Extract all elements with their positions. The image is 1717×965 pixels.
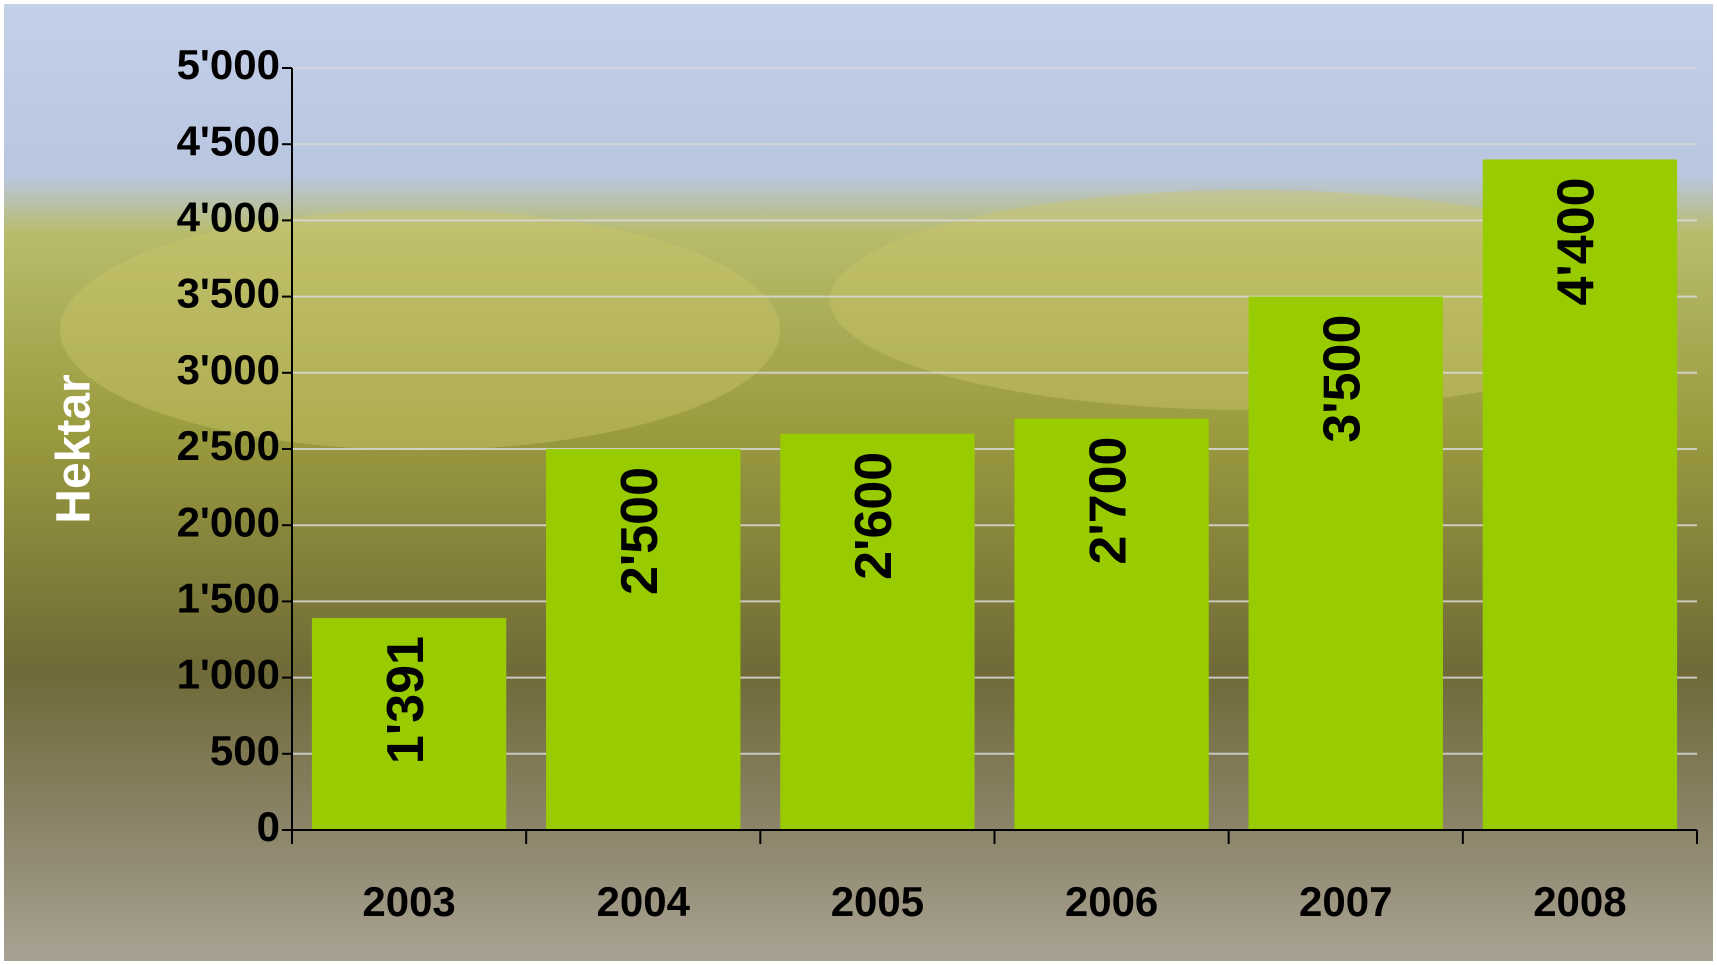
bar bbox=[1014, 418, 1209, 830]
x-tick-label: 2004 bbox=[597, 878, 691, 925]
x-tick-label: 2007 bbox=[1299, 878, 1392, 925]
bar bbox=[780, 433, 975, 830]
value-label: 1'391 bbox=[377, 636, 435, 764]
y-tick-label: 0 bbox=[257, 803, 280, 850]
value-label: 2'500 bbox=[611, 467, 669, 595]
bar bbox=[546, 449, 741, 830]
foliage bbox=[60, 210, 780, 450]
value-label: 3'500 bbox=[1313, 315, 1371, 443]
y-tick-label: 4'000 bbox=[177, 193, 280, 240]
x-tick-label: 2005 bbox=[831, 878, 924, 925]
value-label: 2'600 bbox=[845, 452, 903, 580]
bars: 1'391 2'500 2'600 2'700 3'500 4'400 bbox=[311, 159, 1678, 831]
y-tick-label: 3'000 bbox=[177, 346, 280, 393]
bar bbox=[311, 618, 507, 830]
y-tick-label: 3'500 bbox=[177, 270, 280, 317]
x-tick-label: 2008 bbox=[1533, 878, 1626, 925]
y-tick-label: 2'000 bbox=[177, 498, 280, 545]
y-tick-label: 500 bbox=[210, 727, 280, 774]
bar bbox=[1482, 159, 1678, 830]
y-tick-label: 4'500 bbox=[177, 117, 280, 164]
y-axis-label: Hektar bbox=[48, 374, 101, 523]
y-tick-label: 1'500 bbox=[177, 574, 280, 621]
x-tick-label: 2006 bbox=[1065, 878, 1158, 925]
x-tick-label: 2003 bbox=[362, 878, 455, 925]
y-tick-label: 2'500 bbox=[177, 422, 280, 469]
value-label: 2'700 bbox=[1079, 437, 1137, 565]
bar bbox=[1248, 296, 1443, 831]
y-tick-label: 5'000 bbox=[177, 41, 280, 88]
value-label: 4'400 bbox=[1548, 177, 1606, 305]
y-tick-label: 1'000 bbox=[177, 651, 280, 698]
